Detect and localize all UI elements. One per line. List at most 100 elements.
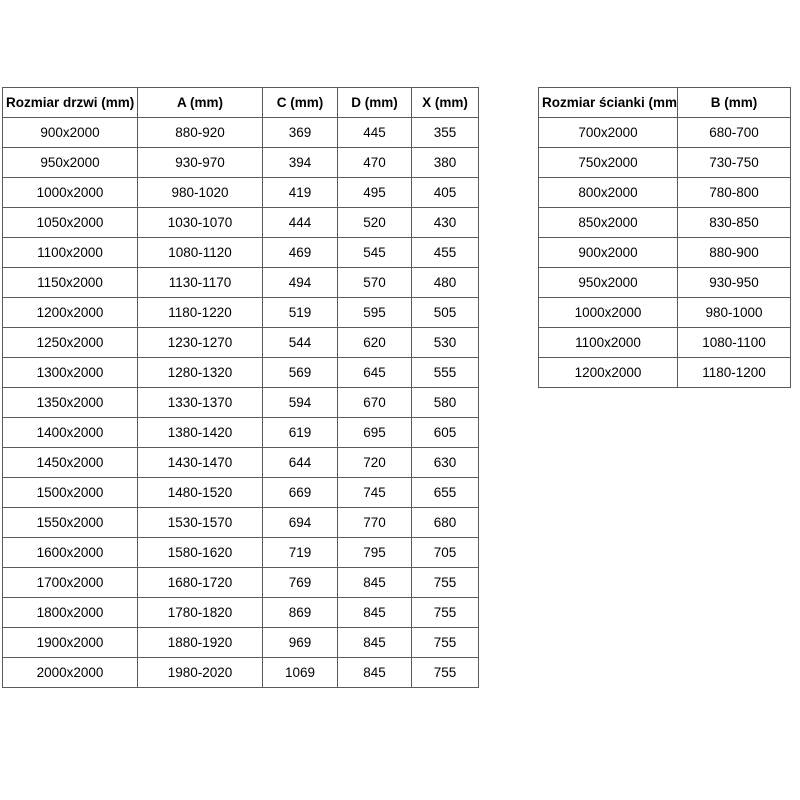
- table-cell: 580: [411, 387, 479, 418]
- table-cell: 1069: [262, 657, 338, 688]
- table-cell: 605: [411, 417, 479, 448]
- table-cell: 980-1020: [137, 177, 263, 208]
- table-cell: 750x2000: [538, 147, 678, 178]
- table-cell: 755: [411, 567, 479, 598]
- table-cell: 2000x2000: [2, 657, 138, 688]
- table-row: 1000x2000 980-1000: [538, 297, 791, 328]
- table-cell: 1150x2000: [2, 267, 138, 298]
- table-cell: 519: [262, 297, 338, 328]
- table-row: 1200x2000 1180-1220 519 595 505: [2, 297, 479, 328]
- table-cell: 1200x2000: [2, 297, 138, 328]
- table-cell: 680-700: [677, 117, 791, 148]
- table-cell: 620: [337, 327, 412, 358]
- table-row: 1250x2000 1230-1270 544 620 530: [2, 327, 479, 358]
- table-cell: 405: [411, 177, 479, 208]
- table-cell: 444: [262, 207, 338, 238]
- table-row: 1100x2000 1080-1100: [538, 327, 791, 358]
- table-cell: 1980-2020: [137, 657, 263, 688]
- table-cell: 720: [337, 447, 412, 478]
- table-cell: 1580-1620: [137, 537, 263, 568]
- table-cell: 869: [262, 597, 338, 628]
- table-cell: 1330-1370: [137, 387, 263, 418]
- table-cell: 655: [411, 477, 479, 508]
- table-cell: 694: [262, 507, 338, 538]
- table-cell: 1030-1070: [137, 207, 263, 238]
- table-cell: 845: [337, 567, 412, 598]
- column-header: X (mm): [411, 87, 479, 118]
- table-cell: 719: [262, 537, 338, 568]
- table-cell: 1500x2000: [2, 477, 138, 508]
- table-cell: 1380-1420: [137, 417, 263, 448]
- table-cell: 845: [337, 627, 412, 658]
- table-cell: 705: [411, 537, 479, 568]
- table-cell: 1480-1520: [137, 477, 263, 508]
- table-cell: 1450x2000: [2, 447, 138, 478]
- table-row: 1800x2000 1780-1820 869 845 755: [2, 597, 479, 628]
- table-row: 900x2000 880-900: [538, 237, 791, 268]
- table-cell: 1900x2000: [2, 627, 138, 658]
- table-cell: 445: [337, 117, 412, 148]
- table-cell: 780-800: [677, 177, 791, 208]
- table-cell: 1400x2000: [2, 417, 138, 448]
- table-cell: 700x2000: [538, 117, 678, 148]
- table-row: 1100x2000 1080-1120 469 545 455: [2, 237, 479, 268]
- column-header: A (mm): [137, 87, 263, 118]
- table-cell: 644: [262, 447, 338, 478]
- table-cell: 1600x2000: [2, 537, 138, 568]
- table-cell: 544: [262, 327, 338, 358]
- table-cell: 880-900: [677, 237, 791, 268]
- table-cell: 669: [262, 477, 338, 508]
- column-header: Rozmiar ścianki (mm): [538, 87, 678, 118]
- table-cell: 645: [337, 357, 412, 388]
- table-cell: 455: [411, 237, 479, 268]
- table-cell: 594: [262, 387, 338, 418]
- table-cell: 569: [262, 357, 338, 388]
- table-row: 1000x2000 980-1020 419 495 405: [2, 177, 479, 208]
- table-cell: 1250x2000: [2, 327, 138, 358]
- table-cell: 1080-1100: [677, 327, 791, 358]
- table-cell: 570: [337, 267, 412, 298]
- table-cell: 845: [337, 597, 412, 628]
- table-cell: 355: [411, 117, 479, 148]
- table-row: 900x2000 880-920 369 445 355: [2, 117, 479, 148]
- table-cell: 769: [262, 567, 338, 598]
- table-cell: 745: [337, 477, 412, 508]
- table-cell: 530: [411, 327, 479, 358]
- table-cell: 430: [411, 207, 479, 238]
- table-row: 1450x2000 1430-1470 644 720 630: [2, 447, 479, 478]
- table-cell: 1700x2000: [2, 567, 138, 598]
- table-cell: 480: [411, 267, 479, 298]
- table-cell: 1680-1720: [137, 567, 263, 598]
- table-cell: 1550x2000: [2, 507, 138, 538]
- table-cell: 545: [337, 237, 412, 268]
- table-cell: 795: [337, 537, 412, 568]
- column-header: B (mm): [677, 87, 791, 118]
- table-cell: 880-920: [137, 117, 263, 148]
- table-cell: 1050x2000: [2, 207, 138, 238]
- table-cell: 630: [411, 447, 479, 478]
- table-row: 1300x2000 1280-1320 569 645 555: [2, 357, 479, 388]
- table-row: 2000x2000 1980-2020 1069 845 755: [2, 657, 479, 688]
- table-cell: 1780-1820: [137, 597, 263, 628]
- table-row: 1600x2000 1580-1620 719 795 705: [2, 537, 479, 568]
- table-cell: 1200x2000: [538, 357, 678, 388]
- table-row: 1700x2000 1680-1720 769 845 755: [2, 567, 479, 598]
- table-row: 1150x2000 1130-1170 494 570 480: [2, 267, 479, 298]
- table-cell: 469: [262, 237, 338, 268]
- table-cell: 900x2000: [2, 117, 138, 148]
- header-row: Rozmiar drzwi (mm) A (mm) C (mm) D (mm) X (m…: [2, 87, 479, 118]
- table-cell: 380: [411, 147, 479, 178]
- table-cell: 755: [411, 657, 479, 688]
- table-cell: 494: [262, 267, 338, 298]
- table-cell: 520: [337, 207, 412, 238]
- table-row: 1200x2000 1180-1200: [538, 357, 791, 388]
- table-row: 950x2000 930-970 394 470 380: [2, 147, 479, 178]
- table-cell: 1230-1270: [137, 327, 263, 358]
- table-row: 750x2000 730-750: [538, 147, 791, 178]
- table-cell: 1300x2000: [2, 357, 138, 388]
- table-cell: 755: [411, 597, 479, 628]
- table-cell: 730-750: [677, 147, 791, 178]
- table-cell: 619: [262, 417, 338, 448]
- header-row: Rozmiar ścianki (mm) B (mm): [538, 87, 791, 118]
